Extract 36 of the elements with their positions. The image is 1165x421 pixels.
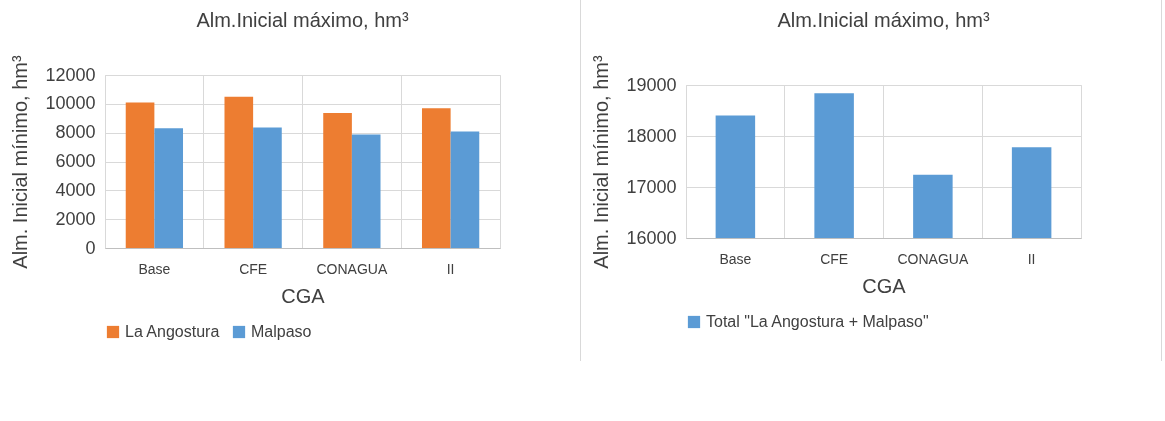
x-tick-label: II	[446, 260, 455, 277]
y-tick-label: 18000	[626, 125, 677, 146]
x-axis-title: CGA	[281, 284, 326, 307]
y-tick-label: 8000	[55, 122, 96, 143]
bar	[253, 127, 282, 248]
bar	[351, 134, 381, 248]
bar	[323, 112, 352, 248]
legend-label: La Angostura	[125, 323, 220, 340]
x-tick-label: CFE	[820, 250, 849, 267]
x-tick-label: CONAGUA	[897, 250, 969, 267]
bar	[154, 128, 184, 248]
x-tick-label: CFE	[239, 260, 268, 277]
x-tick-label: CONAGUA	[316, 260, 388, 277]
y-tick-label: 16000	[626, 227, 677, 248]
bar	[450, 131, 480, 248]
y-tick-label: 12000	[45, 64, 96, 85]
y-tick-label: 10000	[45, 93, 96, 114]
y-tick-label: 6000	[55, 151, 96, 171]
y-tick-label: 17000	[626, 176, 677, 197]
y-tick-label: 4000	[55, 179, 96, 200]
legend-label: Malpaso	[251, 323, 312, 340]
y-tick-label: 19000	[626, 74, 677, 95]
bar	[125, 102, 155, 248]
legend-label: Total "La Angostura + Malpaso"	[706, 313, 929, 330]
x-tick-label: II	[1027, 250, 1036, 267]
x-tick-label: Base	[719, 250, 752, 267]
x-axis-title: CGA	[862, 274, 907, 297]
x-tick-label: Base	[138, 260, 171, 277]
chart-title: Alm.Inicial máximo, hm³	[777, 8, 990, 31]
y-axis-title: Alm. Inicial mínimo, hm³	[9, 54, 32, 269]
y-axis-title: Alm. Inicial mínimo, hm³	[590, 54, 613, 269]
y-tick-label: 2000	[55, 208, 96, 229]
bar	[421, 108, 451, 248]
chart-title: Alm.Inicial máximo, hm³	[196, 8, 409, 31]
bar	[224, 96, 254, 248]
y-tick-label: 0	[85, 237, 96, 258]
